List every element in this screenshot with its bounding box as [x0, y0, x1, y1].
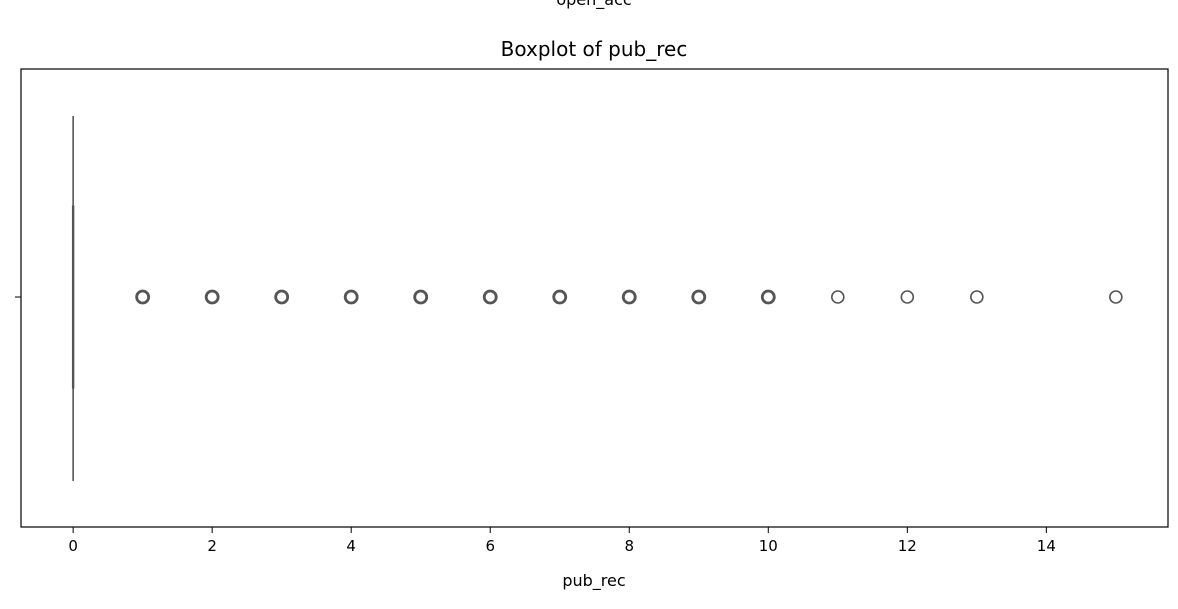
chart-marks	[71, 116, 1123, 481]
outlier-point	[1109, 290, 1123, 304]
x-tick-label: 14	[1037, 537, 1056, 555]
x-tick-label: 0	[68, 537, 78, 555]
outlier-point	[831, 290, 845, 304]
x-tick-label: 10	[759, 537, 778, 555]
plot-area-frame	[20, 68, 1169, 528]
x-axis-label: pub_rec	[562, 571, 625, 591]
outlier-point	[135, 289, 151, 305]
outlier-point	[482, 289, 498, 305]
outlier-point	[274, 289, 290, 305]
outlier-point	[691, 289, 707, 305]
x-tick-label: 8	[624, 537, 634, 555]
outlier-point	[343, 289, 359, 305]
x-axis: 0 2 4 6 8 10 12 14	[68, 527, 1056, 555]
outlier-point	[760, 289, 776, 305]
x-tick-label: 4	[346, 537, 356, 555]
previous-chart-xlabel-fragment: open_acc	[556, 0, 631, 10]
outlier-point	[552, 289, 568, 305]
x-tick-label: 2	[207, 537, 217, 555]
x-tick-label: 6	[485, 537, 495, 555]
outlier-point	[204, 289, 220, 305]
outlier-point	[900, 290, 915, 304]
outlier-point	[621, 289, 637, 305]
x-tick-label: 12	[898, 537, 917, 555]
outlier-point	[413, 289, 429, 305]
chart-title: Boxplot of pub_rec	[501, 37, 688, 61]
outlier-point	[970, 290, 984, 304]
